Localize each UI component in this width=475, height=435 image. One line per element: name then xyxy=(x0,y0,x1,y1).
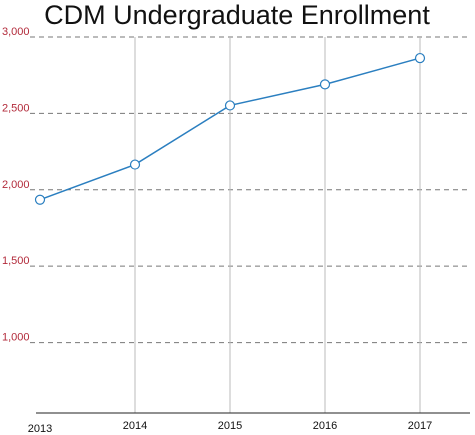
x-tick-label-2017: 2017 xyxy=(408,420,432,432)
series-points xyxy=(34,52,426,205)
x-tick-label-2014: 2014 xyxy=(123,420,147,432)
x-tick-label-2016: 2016 xyxy=(313,420,337,432)
vertical-gridlines xyxy=(134,37,421,413)
x-tick-labels: 2013 2014 2015 2016 2017 xyxy=(28,420,432,435)
data-point-2014 xyxy=(129,159,141,170)
x-tick-label-2013: 2013 xyxy=(28,423,52,435)
y-tick-label-2500: 2,500 xyxy=(2,102,30,114)
x-tick-label-2015: 2015 xyxy=(218,420,242,432)
data-point-2015 xyxy=(224,100,236,111)
y-tick-label-3000: 3,000 xyxy=(2,26,30,38)
y-tick-label-1500: 1,500 xyxy=(2,255,30,267)
y-tick-labels: 1,000 1,500 2,000 2,500 3,000 xyxy=(2,26,30,344)
data-point-2017 xyxy=(414,52,426,64)
data-point-2016 xyxy=(319,79,331,90)
y-tick-label-2000: 2,000 xyxy=(2,179,30,191)
data-point-2013 xyxy=(34,194,46,205)
horizontal-gridlines xyxy=(30,36,468,344)
chart-title: CDM Undergraduate Enrollment xyxy=(44,0,430,30)
y-tick-label-1000: 1,000 xyxy=(2,332,30,344)
